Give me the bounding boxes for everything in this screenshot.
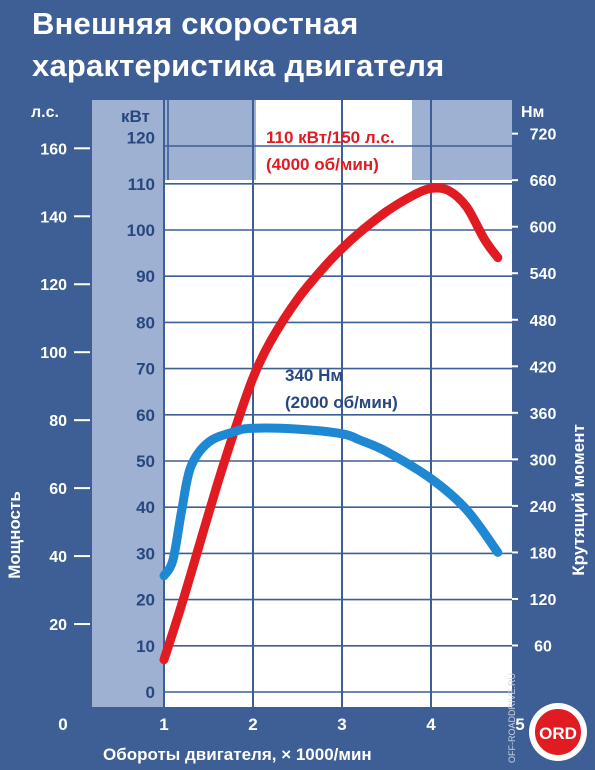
hp-tick-label: 60 — [49, 481, 67, 498]
torque-curve — [159, 423, 503, 581]
hp-tick-label: 140 — [40, 209, 67, 226]
power-curve — [159, 183, 503, 665]
nm-tick-label: 120 — [530, 592, 557, 609]
shaded-band-top-right — [412, 100, 512, 180]
x-tick-label: 4 — [426, 715, 436, 734]
nm-tick-label: 240 — [530, 499, 557, 516]
power-peak-annotation-line-2: (4000 об/мин) — [266, 155, 379, 174]
chart-title-line-2: характеристика двигателя — [32, 48, 445, 83]
nm-tick-label: 600 — [530, 220, 557, 237]
kw-tick-label: 0 — [146, 683, 155, 702]
hp-tick-label: 160 — [40, 141, 67, 158]
shaded-band-left — [92, 100, 163, 707]
hp-tick-label: 100 — [40, 345, 67, 362]
shaded-band-top — [92, 100, 256, 180]
kw-tick-label: 60 — [136, 406, 155, 425]
kw-tick-label: 30 — [136, 544, 155, 563]
hp-tick-label: 120 — [40, 277, 67, 294]
chart-title-line-1: Внешняя скоростная — [32, 6, 359, 41]
axis-labels: 2040608010012014016001020304050607080901… — [40, 127, 556, 734]
logo-text: ORD — [539, 724, 577, 743]
nm-tick-label: 720 — [530, 127, 557, 144]
kw-tick-label: 100 — [127, 221, 155, 240]
kw-tick-label: 40 — [136, 498, 155, 517]
ord-logo: ORD — [529, 703, 587, 761]
nm-tick-label: 660 — [530, 173, 557, 190]
x-tick-label: 5 — [515, 715, 524, 734]
kw-unit-label: кВт — [121, 107, 150, 126]
hp-tick-label: 40 — [49, 549, 67, 566]
x-tick-label: 1 — [159, 715, 168, 734]
kw-tick-label: 70 — [136, 360, 155, 379]
kw-tick-label: 50 — [136, 452, 155, 471]
data-curves — [159, 183, 503, 665]
nm-tick-label: 420 — [530, 359, 557, 376]
kw-tick-label: 80 — [136, 313, 155, 332]
kw-tick-label: 90 — [136, 267, 155, 286]
kw-tick-label: 10 — [136, 637, 155, 656]
axis-ticks — [74, 132, 518, 647]
torque-peak-annotation-line-2: (2000 об/мин) — [285, 393, 398, 412]
torque-peak-annotation-line-1: 340 Нм — [285, 366, 343, 385]
kw-tick-label: 120 — [127, 129, 155, 148]
nm-tick-label: 480 — [530, 313, 557, 330]
right-axis-title: Крутящий момент — [569, 424, 588, 576]
hp-tick-label: 20 — [49, 617, 67, 634]
nm-tick-label: 360 — [530, 406, 557, 423]
power-peak-annotation-line-1: 110 кВт/150 л.с. — [266, 128, 395, 147]
x-tick-label: 0 — [58, 715, 67, 734]
hp-tick-label: 80 — [49, 413, 67, 430]
nm-unit-label: Нм — [521, 104, 544, 121]
x-axis-title: Обороты двигателя, × 1000/мин — [103, 745, 372, 764]
grid-lines — [163, 100, 512, 707]
kw-tick-label: 110 — [128, 175, 155, 194]
kw-tick-label: 20 — [136, 591, 155, 610]
nm-tick-label: 540 — [530, 266, 557, 283]
nm-tick-label: 300 — [530, 452, 557, 469]
x-tick-label: 2 — [248, 715, 257, 734]
x-tick-label: 3 — [337, 715, 346, 734]
nm-tick-label: 180 — [530, 545, 557, 562]
left-axis-title: Мощность — [5, 491, 24, 579]
nm-tick-label: 60 — [534, 638, 552, 655]
hp-unit-label: л.с. — [31, 104, 59, 121]
